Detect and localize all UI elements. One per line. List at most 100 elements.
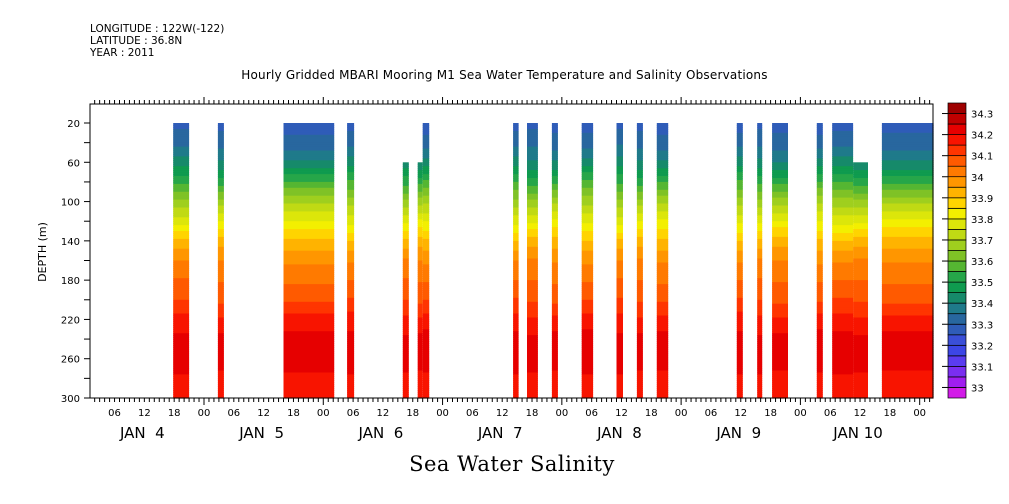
salinity-cell — [581, 272, 594, 275]
salinity-cell — [616, 248, 623, 252]
salinity-cell — [402, 282, 409, 285]
colorbar-swatch — [947, 113, 967, 125]
salinity-cell — [173, 258, 190, 262]
salinity-cell — [757, 235, 763, 238]
salinity-cell — [636, 242, 643, 246]
salinity-cell — [757, 176, 763, 179]
salinity-cell — [283, 160, 335, 163]
salinity-cell — [551, 288, 558, 291]
salinity-cell — [347, 329, 355, 332]
salinity-cell — [616, 227, 623, 230]
salinity-cell — [853, 191, 868, 195]
salinity-cell — [551, 180, 558, 183]
salinity-cell — [283, 235, 335, 238]
salinity-cell — [581, 168, 594, 171]
salinity-cell — [217, 315, 224, 319]
salinity-cell — [736, 266, 743, 269]
colorbar-swatch — [947, 197, 967, 209]
salinity-cell — [402, 221, 409, 224]
salinity-cell — [347, 258, 355, 262]
salinity-cell — [173, 213, 190, 216]
salinity-cell — [636, 207, 643, 211]
salinity-cell — [173, 303, 190, 307]
salinity-cell — [347, 274, 355, 277]
salinity-cell — [816, 313, 823, 317]
salinity-cell — [772, 203, 788, 207]
salinity-cell — [551, 323, 558, 326]
salinity-cell — [636, 176, 643, 179]
salinity-cell — [551, 164, 558, 167]
salinity-cell — [881, 156, 934, 159]
salinity-cell — [636, 333, 643, 336]
salinity-cell — [636, 301, 643, 305]
salinity-cell — [816, 376, 823, 379]
salinity-cell — [772, 256, 788, 260]
year-label: YEAR : 2011 — [90, 47, 155, 59]
salinity-cell — [422, 323, 430, 326]
salinity-cell — [402, 313, 409, 317]
salinity-cell — [736, 233, 743, 236]
salinity-cell — [757, 238, 763, 242]
salinity-cell — [881, 284, 934, 287]
salinity-cell — [347, 337, 355, 340]
salinity-cell — [581, 189, 594, 193]
salinity-cell — [772, 329, 788, 332]
salinity-cell — [551, 358, 558, 362]
salinity-cell — [173, 270, 190, 273]
salinity-cell — [173, 134, 190, 138]
salinity-cell — [347, 144, 355, 148]
salinity-cell — [173, 229, 190, 232]
salinity-cell — [173, 274, 190, 277]
salinity-cell — [283, 311, 335, 315]
salinity-cell — [832, 268, 854, 271]
salinity-cell — [736, 305, 743, 309]
salinity-cell — [832, 396, 854, 399]
salinity-cell — [347, 140, 355, 144]
salinity-cell — [616, 268, 623, 271]
salinity-cell — [881, 358, 934, 362]
salinity-cell — [283, 280, 335, 283]
salinity-cell — [581, 264, 594, 267]
salinity-cell — [772, 254, 788, 258]
salinity-cell — [816, 148, 823, 152]
colorbar-swatch — [947, 155, 967, 167]
salinity-cell — [736, 176, 743, 179]
salinity-cell — [402, 372, 409, 376]
salinity-cell — [853, 231, 868, 234]
salinity-cell — [551, 396, 558, 399]
salinity-cell — [173, 256, 190, 260]
salinity-cell — [402, 207, 409, 211]
salinity-cell — [636, 358, 643, 362]
salinity-cell — [636, 356, 643, 360]
salinity-cell — [736, 213, 743, 216]
salinity-cell — [581, 368, 594, 372]
salinity-cell — [513, 350, 519, 354]
salinity-cell — [402, 258, 409, 262]
salinity-cell — [772, 150, 788, 154]
salinity-cell — [422, 303, 430, 307]
colorbar-swatch — [947, 239, 967, 251]
salinity-cell — [636, 309, 643, 313]
salinity-cell — [217, 164, 224, 167]
salinity-cell — [853, 205, 868, 209]
salinity-cell — [173, 272, 190, 275]
salinity-cell — [551, 229, 558, 232]
salinity-cell — [513, 331, 519, 334]
salinity-cell — [422, 205, 430, 209]
salinity-cell — [527, 366, 538, 370]
colorbar-label: 33.5 — [971, 278, 993, 289]
salinity-cell — [513, 193, 519, 197]
salinity-cell — [816, 325, 823, 328]
salinity-cell — [422, 305, 430, 309]
salinity-cell — [853, 345, 868, 348]
salinity-cell — [283, 183, 335, 187]
salinity-cell — [283, 301, 335, 305]
salinity-cell — [736, 158, 743, 161]
salinity-cell — [513, 125, 519, 128]
salinity-cell — [417, 260, 423, 264]
salinity-cell — [417, 390, 423, 393]
salinity-cell — [527, 185, 538, 189]
salinity-cell — [217, 303, 224, 307]
salinity-cell — [283, 242, 335, 246]
salinity-cell — [581, 262, 594, 266]
